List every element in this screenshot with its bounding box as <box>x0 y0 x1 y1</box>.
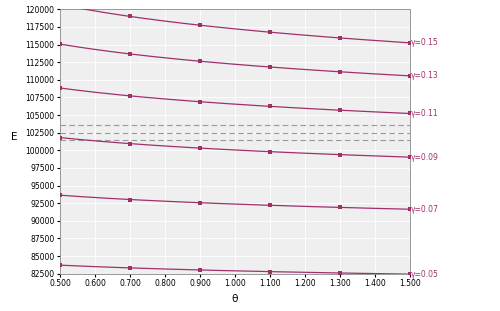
Text: γ=0.09: γ=0.09 <box>411 153 439 162</box>
Text: γ=0.11: γ=0.11 <box>411 109 438 118</box>
Text: γ=0.15: γ=0.15 <box>411 38 439 47</box>
X-axis label: θ: θ <box>232 294 238 304</box>
Y-axis label: E: E <box>11 132 18 142</box>
Text: γ=0.07: γ=0.07 <box>411 205 439 214</box>
Text: γ=0.05: γ=0.05 <box>411 270 439 279</box>
Text: γ=0.13: γ=0.13 <box>411 71 439 80</box>
